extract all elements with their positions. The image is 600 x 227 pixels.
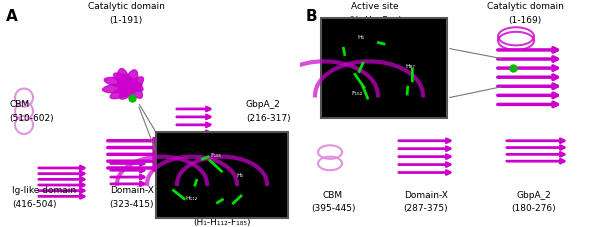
Ellipse shape [118,69,130,96]
Text: H₁: H₁ [357,35,364,39]
Bar [321,18,447,118]
Text: GbpA_2: GbpA_2 [517,191,551,200]
Text: (287-375): (287-375) [404,204,448,213]
Bar [156,132,288,218]
Text: Catalytic domain: Catalytic domain [487,2,563,11]
Text: H₁₁₂: H₁₁₂ [186,196,198,201]
Text: (H₁-H₈₇-F₁₆₂): (H₁-H₈₇-F₁₆₂) [348,16,402,25]
Ellipse shape [123,70,137,96]
Text: (H₁-H₁₁₂-F₁₈₅): (H₁-H₁₁₂-F₁₈₅) [193,218,251,227]
Text: (216-317): (216-317) [246,114,290,123]
Text: H₈₇: H₈₇ [405,64,415,69]
Text: CBM: CBM [323,191,343,200]
Text: (323-415): (323-415) [110,200,154,209]
Text: Catalytic domain: Catalytic domain [88,2,164,11]
Ellipse shape [122,74,142,98]
Text: Domain-X: Domain-X [404,191,448,200]
Text: F₁₈₅: F₁₈₅ [211,153,221,158]
Ellipse shape [113,73,143,91]
Text: Ig-like domain: Ig-like domain [12,186,76,195]
Text: (416-504): (416-504) [12,200,56,209]
Text: H₁: H₁ [236,173,244,178]
Text: (510-602): (510-602) [9,114,53,123]
Text: (395-445): (395-445) [311,204,355,213]
Ellipse shape [110,83,142,99]
Text: (180-276): (180-276) [512,204,556,213]
Text: (1-191): (1-191) [109,16,143,25]
Text: Active site: Active site [351,2,399,11]
Text: (1-169): (1-169) [508,16,542,25]
Text: Active site: Active site [198,204,246,213]
Ellipse shape [119,77,143,99]
Ellipse shape [104,77,139,89]
Text: GbpA_2: GbpA_2 [246,100,281,109]
Ellipse shape [103,83,139,93]
Text: CBM: CBM [9,100,29,109]
Text: Domain-X: Domain-X [110,186,154,195]
Text: F₁₆₂: F₁₆₂ [351,91,362,96]
Text: B: B [306,9,317,24]
Text: A: A [6,9,18,24]
